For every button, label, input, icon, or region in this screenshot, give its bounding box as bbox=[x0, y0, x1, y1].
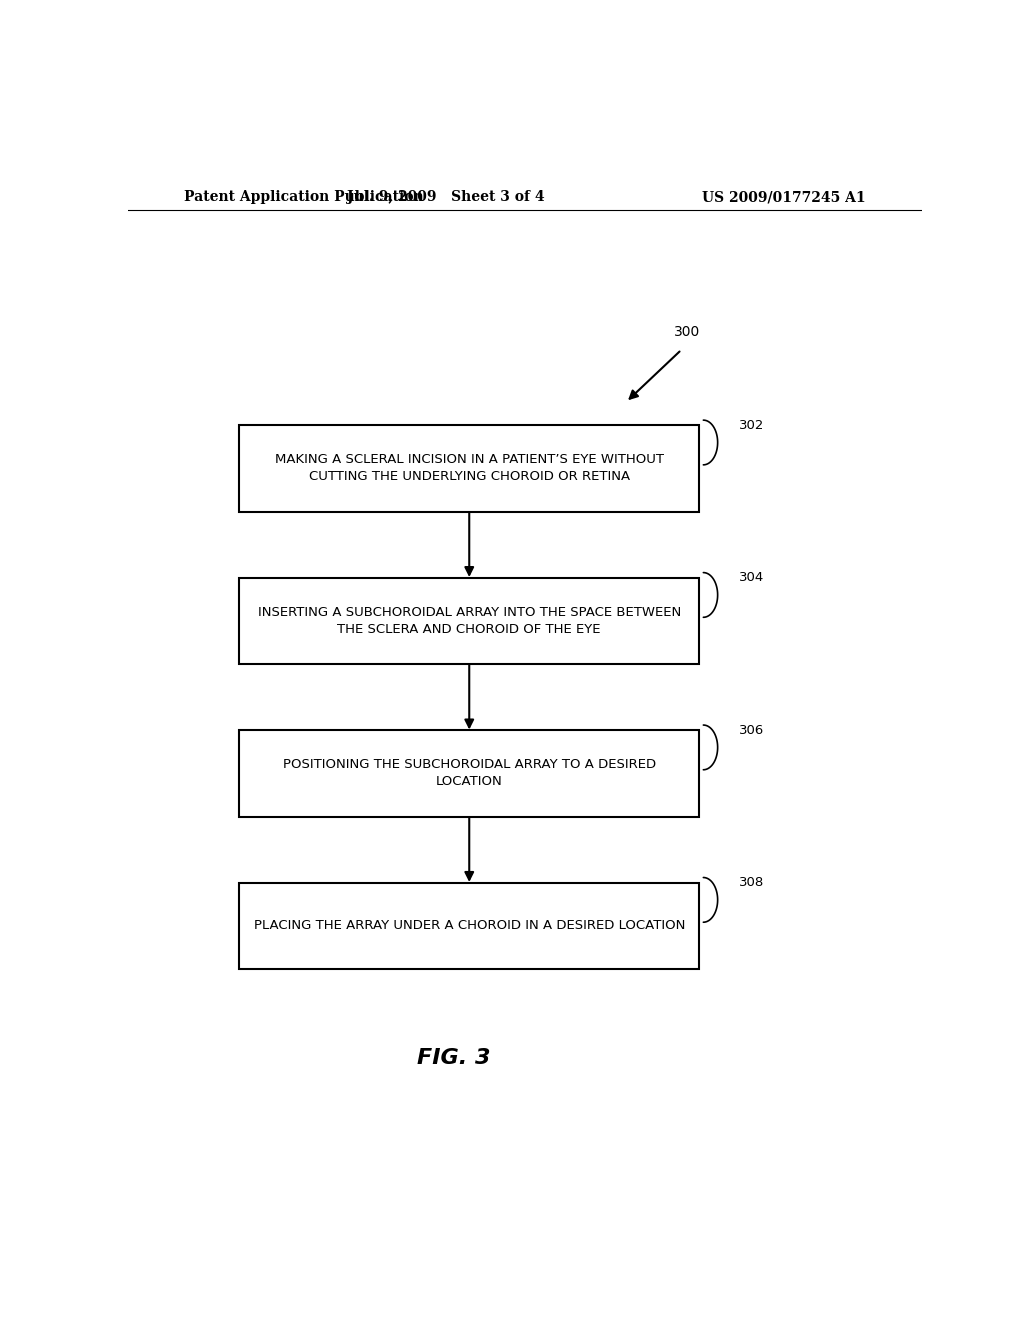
Text: MAKING A SCLERAL INCISION IN A PATIENT’S EYE WITHOUT
CUTTING THE UNDERLYING CHOR: MAKING A SCLERAL INCISION IN A PATIENT’S… bbox=[274, 453, 664, 483]
Text: 304: 304 bbox=[739, 572, 764, 585]
Text: Jul. 9, 2009   Sheet 3 of 4: Jul. 9, 2009 Sheet 3 of 4 bbox=[347, 190, 544, 205]
Bar bbox=[240, 730, 699, 817]
Text: Patent Application Publication: Patent Application Publication bbox=[183, 190, 423, 205]
Text: 302: 302 bbox=[739, 418, 765, 432]
Text: FIG. 3: FIG. 3 bbox=[417, 1048, 490, 1068]
Text: 308: 308 bbox=[739, 876, 764, 890]
Bar bbox=[240, 883, 699, 969]
Text: 306: 306 bbox=[739, 723, 764, 737]
Text: 300: 300 bbox=[675, 325, 700, 339]
Bar bbox=[240, 578, 699, 664]
Text: POSITIONING THE SUBCHOROIDAL ARRAY TO A DESIRED
LOCATION: POSITIONING THE SUBCHOROIDAL ARRAY TO A … bbox=[283, 758, 655, 788]
Text: PLACING THE ARRAY UNDER A CHOROID IN A DESIRED LOCATION: PLACING THE ARRAY UNDER A CHOROID IN A D… bbox=[254, 919, 685, 932]
Text: INSERTING A SUBCHOROIDAL ARRAY INTO THE SPACE BETWEEN
THE SCLERA AND CHOROID OF : INSERTING A SUBCHOROIDAL ARRAY INTO THE … bbox=[258, 606, 681, 636]
Text: US 2009/0177245 A1: US 2009/0177245 A1 bbox=[702, 190, 866, 205]
Bar bbox=[240, 425, 699, 512]
